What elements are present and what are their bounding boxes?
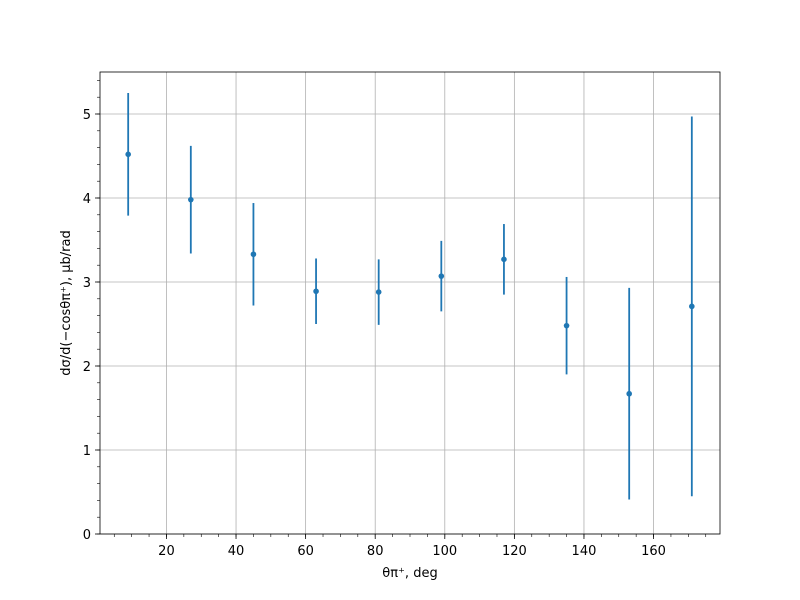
x-tick-label: 60 [297,544,314,559]
x-tick-label: 140 [572,544,597,559]
data-point [313,288,319,295]
data-point [375,289,382,295]
data-point [125,151,131,158]
data-point [188,196,194,203]
y-axis-label: dσ/d(−cosθπ⁺), μb/rad [59,230,74,375]
x-tick-label: 40 [228,544,245,559]
data-point [438,273,445,279]
x-tick-label: 100 [432,544,457,559]
data-point [501,256,507,263]
x-tick-label: 80 [367,544,384,559]
y-tick-label: 4 [83,192,91,207]
x-axis-label: θπ⁺, deg [382,566,437,581]
x-tick-label: 120 [502,544,527,559]
y-tick-label: 5 [83,108,91,123]
data-point [626,390,632,397]
data-point [563,322,570,329]
y-tick-label: 0 [83,528,91,543]
y-tick-label: 2 [83,360,91,375]
data-point [689,303,695,310]
data-point [250,251,257,258]
x-tick-label: 20 [158,544,175,559]
x-tick-label: 160 [641,544,666,559]
y-tick-label: 3 [83,276,91,291]
y-tick-label: 1 [83,444,91,459]
plot-frame [99,71,721,535]
